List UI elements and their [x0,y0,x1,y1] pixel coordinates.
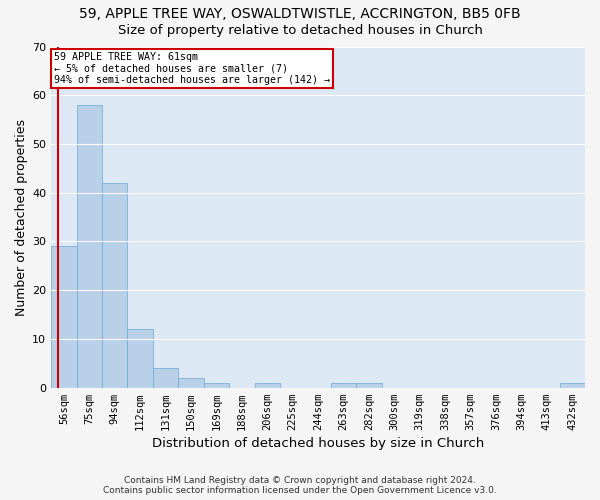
X-axis label: Distribution of detached houses by size in Church: Distribution of detached houses by size … [152,437,484,450]
Text: 59 APPLE TREE WAY: 61sqm
← 5% of detached houses are smaller (7)
94% of semi-det: 59 APPLE TREE WAY: 61sqm ← 5% of detache… [54,52,330,85]
Text: 59, APPLE TREE WAY, OSWALDTWISTLE, ACCRINGTON, BB5 0FB: 59, APPLE TREE WAY, OSWALDTWISTLE, ACCRI… [79,8,521,22]
Text: Contains HM Land Registry data © Crown copyright and database right 2024.
Contai: Contains HM Land Registry data © Crown c… [103,476,497,495]
Bar [331,383,356,388]
Text: Size of property relative to detached houses in Church: Size of property relative to detached ho… [118,24,482,37]
Bar [178,378,203,388]
Bar [254,383,280,388]
Bar [356,383,382,388]
Bar [102,183,127,388]
Bar [153,368,178,388]
Bar [51,246,77,388]
Bar [203,383,229,388]
Bar [560,383,585,388]
Bar [77,105,102,388]
Bar [127,329,153,388]
Y-axis label: Number of detached properties: Number of detached properties [15,118,28,316]
